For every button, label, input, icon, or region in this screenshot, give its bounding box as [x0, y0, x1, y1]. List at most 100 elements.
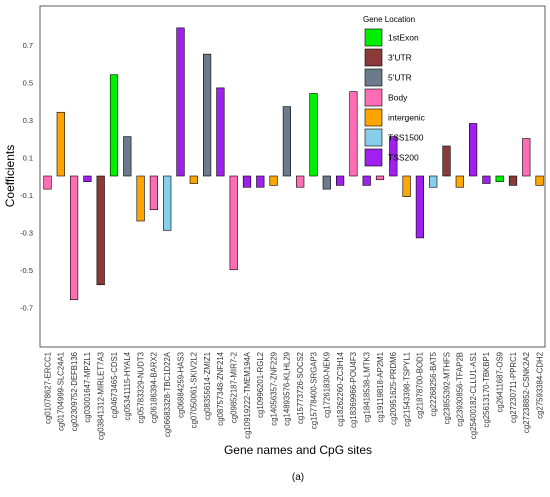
bar [96, 175, 105, 286]
x-category-label: cg23930856-TFAP2B [456, 352, 465, 427]
x-category-label: cg01704999-SLC24A1 [57, 352, 66, 431]
x-category-label: cg05341115-HYAL4 [123, 351, 132, 420]
x-category-label: cg18369966-POU4F3 [349, 352, 358, 428]
x-category-label: cg06186394-BARX2 [150, 352, 159, 423]
bar [242, 175, 252, 188]
legend-swatch [364, 88, 383, 107]
y-tick-label: 0.1 [23, 153, 33, 162]
bar [442, 145, 451, 177]
y-tick-label: -0.1 [20, 191, 33, 200]
x-category-label: cg27238852-CSNK2A2 [522, 352, 531, 433]
legend-swatch [364, 128, 383, 147]
bar [189, 175, 198, 184]
x-category-label: cg25400182-CLLU1-AS1 [469, 352, 478, 439]
legend-label: TSS200 [388, 153, 419, 163]
y-tick-label: 0.7 [23, 41, 33, 50]
bar [56, 111, 65, 177]
legend-title: Gene Location [363, 15, 415, 24]
bar [349, 91, 358, 177]
legend-label: 3'UTR [388, 53, 412, 63]
x-category-label: cg07050061-SKIV2L2 [190, 352, 199, 428]
bar [322, 175, 331, 190]
bar [362, 175, 371, 186]
legend-label: Body [388, 93, 408, 103]
legend-label: 5'UTR [388, 73, 412, 83]
bar [70, 175, 79, 301]
legend-label: 1stExon [388, 33, 419, 43]
legend-swatch [364, 68, 383, 87]
legend: Gene Location 1stExon 3'UTR 5'UTR Body inter… [363, 15, 426, 167]
x-category-label: cg08355614-ZMIZ1 [203, 352, 212, 420]
bar [203, 53, 212, 177]
bar [455, 175, 464, 188]
bar [309, 93, 318, 177]
x-category-label: cg15773726-SOCS2 [296, 352, 305, 424]
figure-caption: (a) [292, 472, 304, 483]
x-category-label: cg14056357-ZNF229 [269, 352, 278, 426]
bar [296, 175, 305, 188]
x-category-label: cg01078627-ERCC1 [43, 352, 52, 424]
bar [216, 87, 225, 177]
bar [375, 175, 385, 181]
bar [136, 175, 145, 222]
x-axis-category-labels: cg01078627-ERCC1 cg01704999-SLC24A1 cg0230… [43, 351, 544, 440]
bar [163, 175, 172, 231]
x-category-label: cg21543398-TSPYL1 [402, 352, 411, 427]
legend-swatch [364, 48, 383, 67]
x-category-label: cg06884259-HAS3 [176, 352, 185, 418]
bar [43, 175, 52, 190]
legend-label: TSS1500 [388, 133, 424, 143]
x-category-label: cg27593384-CDH2 [535, 352, 544, 419]
y-tick-label: 0.3 [23, 116, 33, 125]
y-tick-label: 0.5 [23, 78, 33, 87]
bar [482, 175, 491, 184]
bar [522, 138, 531, 177]
y-tick-label: -0.7 [20, 303, 33, 312]
x-category-label: cg20951625-PRDM6 [389, 352, 398, 425]
bar [508, 175, 518, 186]
bar [535, 175, 544, 186]
bar [176, 27, 185, 177]
y-tick-label: -0.5 [20, 266, 33, 275]
bar [256, 175, 265, 188]
x-category-label: cg18418538-LMTK3 [363, 352, 372, 423]
x-category-label: cg03841312-MIRLET7A3 [97, 352, 106, 440]
bar [109, 74, 119, 177]
x-category-label: cg19119818-AP2M1 [376, 352, 385, 423]
x-category-label: cg27230711-PPRC1 [509, 352, 518, 423]
bar [468, 123, 478, 177]
x-category-label: cg17261830-NEK9 [323, 352, 332, 418]
bar [429, 175, 438, 188]
x-category-label: cg06683328-TBC1D22A [163, 351, 172, 437]
bar [495, 175, 504, 182]
x-category-label: cg03001647-MPZL1 [83, 352, 92, 423]
x-category-label: cg02309752-DEFB136 [70, 352, 79, 431]
x-category-label: cg21878700-BOD1 [416, 352, 425, 419]
x-category-label: cg23855392-MTHFS [442, 352, 451, 424]
x-category-label: cg10996201-RGL2 [256, 352, 265, 418]
bar [282, 106, 292, 177]
y-axis-title: Coefficients [3, 145, 17, 207]
x-category-label: cg25613170-TBKBP1 [482, 352, 491, 427]
bar [123, 136, 132, 177]
bar [402, 175, 411, 197]
x-category-label: cg26411687-OS9 [496, 352, 505, 413]
x-category-label: cg15778400-SRGAP3 [309, 352, 318, 429]
x-category-label: cg04673465-CDS1 [110, 352, 119, 418]
legend-swatch [364, 28, 383, 47]
bars-layer [43, 27, 544, 301]
bar [149, 175, 159, 211]
bar [335, 175, 345, 186]
bar [269, 175, 278, 186]
y-axis-ticks: 0.7 0.5 0.3 0.1 -0.1 -0.3 -0.5 -0.7 [20, 41, 33, 313]
x-category-label: cg05783329-NUDT3 [136, 352, 145, 424]
legend-swatch [364, 148, 383, 167]
plot-frame [39, 5, 546, 348]
bar [83, 175, 92, 182]
y-tick-label: -0.3 [20, 228, 33, 237]
x-axis-title: Gene names and CpG sites [224, 443, 372, 457]
x-category-label: cg22268256-BAT5 [429, 351, 438, 416]
bar [415, 175, 425, 239]
